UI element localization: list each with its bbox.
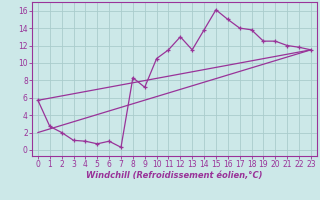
X-axis label: Windchill (Refroidissement éolien,°C): Windchill (Refroidissement éolien,°C) (86, 171, 263, 180)
